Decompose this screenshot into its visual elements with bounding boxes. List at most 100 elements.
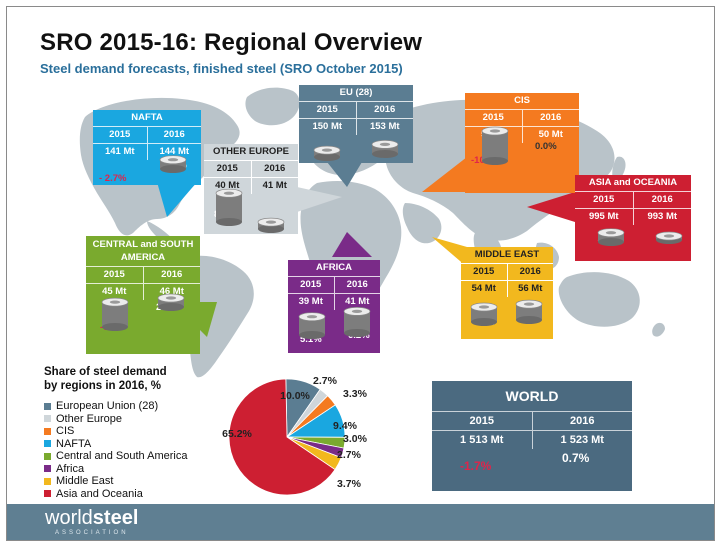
legend-swatch — [44, 415, 51, 423]
legend-label: CIS — [56, 425, 75, 437]
cis-name: CIS — [514, 95, 530, 106]
africa-callout: AFRICA 2015 2016 39 Mt 41 Mt 5.1% 6.2% — [288, 260, 380, 353]
legend-item: Central and South America — [44, 450, 187, 463]
other-europe-name: OTHER EUROPE — [212, 146, 289, 157]
map-greenland — [245, 87, 300, 126]
asia-pointer — [527, 192, 575, 222]
legend-item: Middle East — [44, 475, 187, 488]
africa-pointer — [332, 232, 372, 257]
cis-callout: CIS 2015 2016 50 Mt 50 Mt -10.9% 0.0% — [465, 93, 579, 193]
africa-value-2016: 41 Mt — [333, 294, 381, 310]
africa-change-2015: 5.1% — [300, 334, 322, 345]
csa-callout: CENTRAL and SOUTH AMERICA 2015 2016 45 Mt… — [86, 236, 200, 354]
cis-year-2: 2016 — [521, 110, 580, 126]
legend-item: Asia and Oceania — [44, 488, 187, 501]
legend-label: European Union (28) — [56, 400, 159, 412]
africa-year-1: 2015 — [300, 279, 322, 290]
africa-year-2: 2016 — [333, 277, 381, 293]
pie-label: 2.7% — [337, 449, 362, 461]
middle-east-value-2015: 54 Mt — [471, 283, 496, 294]
middle-east-callout: MIDDLE EAST 2015 2016 54 Mt 56 Mt 4.0% 4.3… — [461, 247, 553, 339]
eu-change-2016: 2.2% — [375, 143, 397, 154]
world-change-2015: -1.7% — [460, 459, 492, 473]
cis-change-2016: 0.0% — [535, 141, 557, 152]
eu-year-2: 2016 — [355, 102, 414, 118]
other-europe-value-2016: 41 Mt — [250, 178, 299, 194]
page-title: SRO 2015-16: Regional Overview — [40, 29, 423, 56]
legend-title-line-2: by regions in 2016, % — [44, 380, 161, 392]
legend-swatch — [44, 402, 51, 410]
pie-label: 3.7% — [337, 478, 362, 490]
map-japan — [612, 156, 626, 181]
nafta-callout: NAFTA 2015 2016 141 Mt 144 Mt - 2.7% 2.1% — [93, 110, 201, 185]
middle-east-value-2016: 56 Mt — [506, 281, 554, 297]
legend-label: Middle East — [56, 475, 114, 487]
map-new-zealand — [652, 322, 665, 337]
other-europe-pointer — [297, 187, 342, 212]
legend-item: NAFTA — [44, 438, 187, 451]
asia-value-2016: 993 Mt — [632, 209, 692, 225]
logo-word-2: steel — [92, 507, 139, 529]
csa-change-2016: 2.0% — [156, 302, 178, 313]
logo-subtitle: ASSOCIATION — [55, 530, 129, 536]
csa-name: CENTRAL and SOUTH AMERICA — [92, 239, 194, 263]
pie-label: 65.2% — [222, 428, 252, 440]
worldsteel-logo: worldsteel — [45, 507, 138, 529]
nafta-name: NAFTA — [131, 112, 163, 123]
legend-swatch — [44, 465, 51, 473]
asia-callout: ASIA and OCEANIA 2015 2016 995 Mt 993 Mt -… — [575, 175, 691, 261]
world-value-2015: 1 513 Mt — [460, 434, 504, 446]
middle-east-year-2: 2016 — [506, 264, 554, 280]
world-value-2016: 1 523 Mt — [531, 431, 633, 449]
legend-item: Other Europe — [44, 413, 187, 426]
other-europe-callout: OTHER EUROPE 2015 2016 40 Mt 41 Mt 8.6% 1.… — [204, 144, 298, 234]
csa-year-2: 2016 — [142, 267, 201, 283]
middle-east-change-2016: 4.3% — [519, 314, 541, 325]
eu-callout: EU (28) 2015 2016 150 Mt 153 Mt 1.3% 2.2% — [299, 85, 413, 163]
world-year-2: 2016 — [531, 412, 633, 430]
pie-legend: European Union (28) Other Europe CIS NAFTA C… — [44, 400, 187, 500]
asia-change-2016: -0.2% — [655, 232, 680, 243]
eu-value-2016: 153 Mt — [355, 119, 414, 135]
africa-name: AFRICA — [316, 262, 352, 273]
nafta-pointer — [157, 182, 197, 217]
asia-value-2015: 995 Mt — [588, 211, 619, 222]
cis-pointer — [422, 157, 467, 192]
pie-label: 9.4% — [333, 420, 358, 432]
middle-east-change-2015: 4.0% — [473, 317, 495, 328]
eu-value-2015: 150 Mt — [312, 121, 343, 132]
map-arabia — [402, 203, 442, 244]
middle-east-year-1: 2015 — [473, 266, 495, 277]
other-europe-year-2: 2016 — [250, 161, 299, 177]
legend-item: European Union (28) — [44, 400, 187, 413]
logo-word-1: world — [45, 507, 93, 529]
legend-swatch — [44, 452, 51, 460]
asia-year-2: 2016 — [632, 192, 692, 208]
cis-value-2016: 50 Mt — [521, 127, 580, 143]
legend-swatch — [44, 477, 51, 485]
legend-item: Africa — [44, 463, 187, 476]
slide: SRO 2015-16: Regional Overview Steel dem… — [6, 6, 715, 541]
csa-value-2016: 46 Mt — [142, 284, 201, 300]
csa-change-2015: -7.3% — [100, 322, 125, 333]
nafta-change-2016: 2.1% — [165, 160, 187, 171]
eu-change-2015: 1.3% — [317, 147, 339, 158]
pie-label: 10.0% — [280, 390, 310, 402]
nafta-change-2015: - 2.7% — [99, 173, 127, 184]
eu-year-1: 2015 — [316, 104, 338, 115]
csa-year-1: 2015 — [103, 269, 125, 280]
csa-value-2015: 45 Mt — [102, 286, 127, 297]
pie-label: 2.7% — [313, 375, 338, 387]
pie-chart: 10.0%2.7%3.3%9.4%3.0%2.7%3.7%65.2% — [222, 375, 368, 496]
other-europe-change-2015: 8.6% — [214, 209, 236, 220]
legend-swatch — [44, 427, 51, 435]
legend-label: Africa — [56, 462, 85, 475]
eu-name: EU (28) — [339, 87, 373, 98]
footer-bar — [7, 504, 714, 540]
other-europe-year-1: 2015 — [216, 163, 238, 174]
legend-label: NAFTA — [56, 437, 92, 450]
eu-pointer — [327, 162, 362, 187]
world-name: WORLD — [505, 388, 559, 404]
pie-slice — [228, 378, 336, 496]
other-europe-value-2015: 40 Mt — [215, 180, 240, 191]
